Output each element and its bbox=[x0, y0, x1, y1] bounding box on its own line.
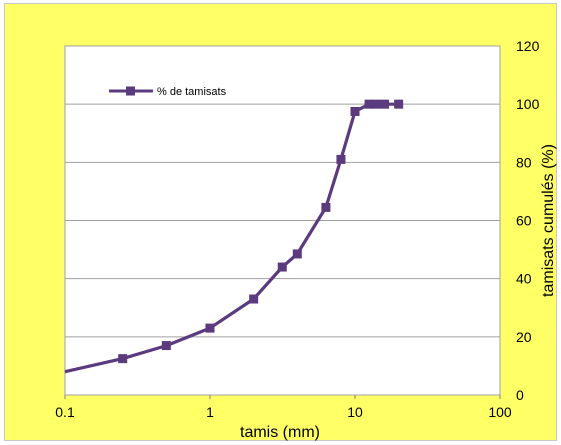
x-tick-label: 10 bbox=[347, 404, 363, 420]
x-tick-label: 100 bbox=[488, 404, 512, 420]
x-axis-title: tamis (mm) bbox=[240, 424, 320, 441]
data-point bbox=[336, 154, 346, 164]
data-point bbox=[380, 99, 390, 109]
data-point bbox=[161, 341, 171, 351]
grid-lines bbox=[65, 103, 500, 338]
x-axis: 0.1 1 10 100 bbox=[55, 395, 512, 420]
data-point bbox=[277, 262, 287, 272]
y-tick-label: 40 bbox=[516, 271, 532, 287]
y-tick-label: 80 bbox=[516, 154, 532, 170]
chart-area: 0.1 1 10 100 0 20 40 60 80 100 120 % de tamisats … bbox=[4, 3, 557, 441]
data-point bbox=[292, 249, 302, 259]
y-tick-label: 20 bbox=[516, 329, 532, 345]
x-tick-label: 0.1 bbox=[55, 404, 75, 420]
data-point bbox=[205, 323, 215, 333]
data-point bbox=[394, 99, 404, 109]
data-point bbox=[364, 99, 374, 109]
data-point bbox=[321, 202, 331, 212]
legend: % de tamisats bbox=[109, 86, 227, 98]
data-point bbox=[350, 106, 360, 116]
data-point bbox=[118, 354, 128, 364]
x-tick-label: 1 bbox=[206, 404, 214, 420]
y-tick-label: 120 bbox=[516, 38, 540, 54]
series-layer bbox=[64, 99, 404, 374]
legend-label: % de tamisats bbox=[157, 86, 227, 98]
y-tick-label: 100 bbox=[516, 96, 540, 112]
legend-marker bbox=[126, 86, 135, 96]
y-axis-title: tamisats cumulés (%) bbox=[540, 144, 557, 297]
data-point bbox=[371, 99, 381, 109]
y-tick-label: 60 bbox=[516, 213, 532, 229]
y-axis: 0 20 40 60 80 100 120 bbox=[516, 38, 540, 403]
y-tick-label: 0 bbox=[516, 387, 524, 403]
data-point bbox=[249, 294, 259, 304]
